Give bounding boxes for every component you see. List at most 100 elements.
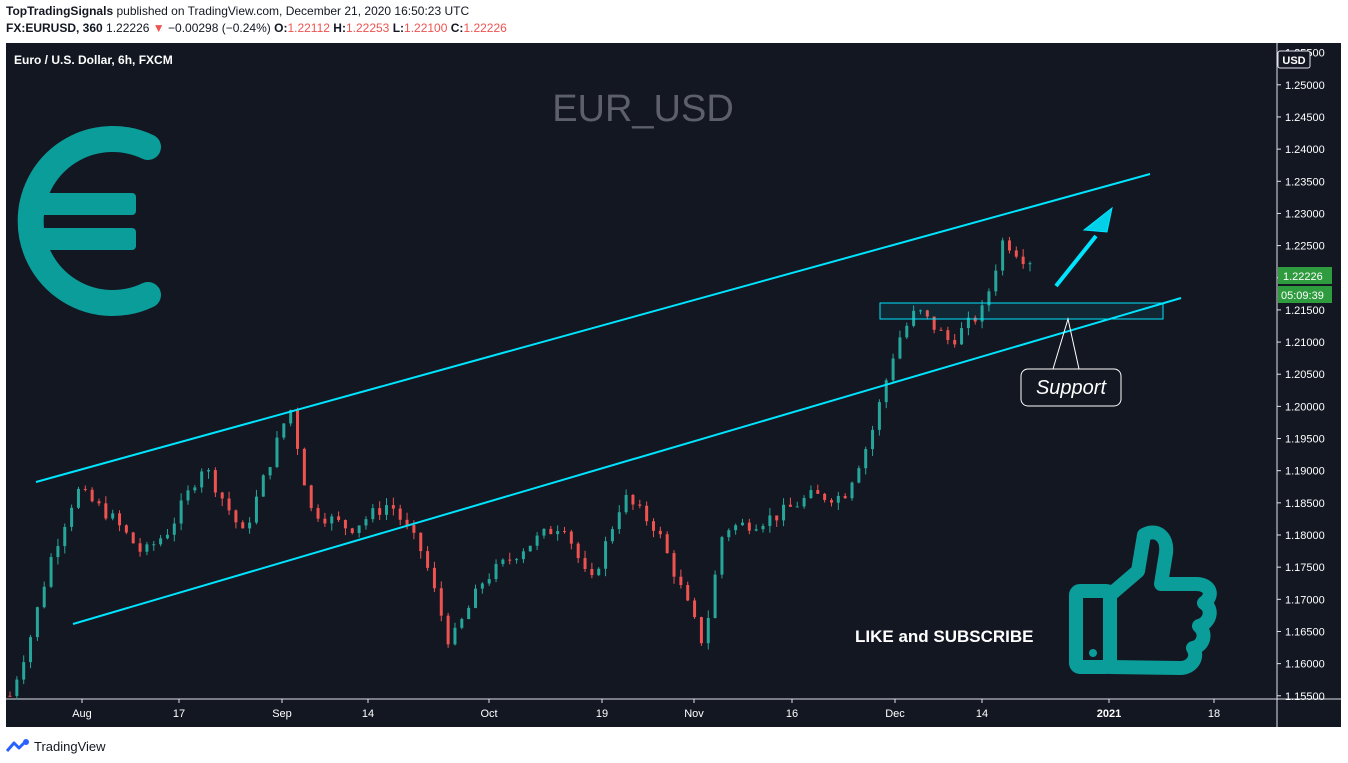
support-label: Support [1036,377,1107,399]
candle-body [686,585,690,601]
candle-body [816,490,820,494]
candle-body [172,523,176,535]
candle-body [734,525,738,531]
candle-body [289,409,293,424]
time-tick-label: Aug [72,708,92,720]
candle-body [234,510,238,523]
open-label: O: [274,21,288,35]
price-tick-label: 1.19000 [1285,466,1325,478]
candle-body [980,305,984,322]
candle-body [1021,256,1025,265]
candle-body [706,618,710,644]
close-value: 1.22226 [463,21,507,35]
time-tick-label: Nov [684,708,704,720]
support-callout-pointer [1052,317,1080,370]
candle-body [871,429,875,450]
candle-body [1028,263,1032,265]
candle-body [22,662,26,680]
candle-body [665,534,669,554]
channel-upper-line[interactable] [35,173,1151,483]
candle-body [254,496,258,523]
price-tick-label: 1.22500 [1285,241,1325,253]
support-callout-box[interactable] [1020,368,1122,407]
candle-body [460,619,464,628]
candle-body [42,586,46,608]
candle-body [487,579,491,584]
candle-body [165,534,169,539]
candle-body [973,317,977,322]
candle-body [645,505,649,522]
candle-body [761,525,765,530]
candle-body [638,504,642,506]
channel-lower-line[interactable] [72,297,1182,625]
last-value: 1.22226 [106,21,150,35]
countdown-tag [1278,286,1332,303]
candle-body [754,529,758,531]
candle-body [925,310,929,317]
candle-body [747,522,751,531]
candle-body [823,493,827,501]
candle-body [651,521,655,531]
up-arrow-icon[interactable] [1054,206,1113,288]
candle-body [124,525,128,533]
candle-body [583,558,587,569]
candle-body [713,574,717,619]
candle-body [364,519,368,526]
tradingview-footer[interactable]: TradingView [6,737,106,755]
candle-body [248,522,252,529]
currency-badge[interactable] [1277,50,1311,69]
candle-body [282,423,286,438]
candle-body [453,627,457,645]
publisher-name[interactable]: TopTradingSignals [6,4,114,18]
support-zone[interactable] [879,302,1164,320]
cta-text: LIKE and SUBSCRIBE [855,627,1034,646]
price-tick-label: 1.15500 [1285,691,1325,703]
candle-body [610,529,614,542]
time-tick-label: Oct [480,708,497,720]
price-tick-label: 1.18500 [1285,498,1325,510]
time-axis[interactable]: Aug 17 Sep 14 Oct 19 Nov 16 Dec 14 2021 18 [72,699,1220,720]
price-axis[interactable]: 1.255001.250001.245001.240001.235001.230… [1277,48,1325,703]
price-tick-label: 1.18000 [1285,530,1325,542]
ohlc-bar: FX:EURUSD, 360 1.22226 ▼ −0.00298 (−0.24… [6,21,507,35]
price-chart[interactable]: 1.255001.250001.245001.240001.235001.230… [6,43,1341,727]
candle-body [302,448,306,486]
time-tick-label: 18 [1208,708,1220,720]
candle-body [1001,240,1005,271]
candle-body [378,508,382,515]
price-tick-label: 1.23000 [1285,208,1325,220]
candle-body [768,515,772,526]
candle-body [494,564,498,580]
candle-body [850,482,854,499]
chart-panel[interactable]: 1.255001.250001.245001.240001.235001.230… [6,43,1341,727]
candle-body [693,600,697,618]
down-arrow-icon: ▼ [152,21,165,35]
candle-body [795,506,799,508]
high-label: H: [333,21,346,35]
published-text: published on TradingView.com, December 2… [116,4,470,18]
candle-body [960,328,964,345]
candle-body [371,508,375,520]
candle-body [138,543,142,552]
candle-body [398,508,402,520]
candle-body [631,494,635,505]
candle-body [542,528,546,536]
candle-body [877,402,881,430]
candle-body [699,617,703,644]
time-tick-label: 17 [173,708,185,720]
publish-info: TopTradingSignals published on TradingVi… [6,4,469,18]
instrument-label: Euro / U.S. Dollar, 6h, FXCM [14,53,173,67]
candle-body [994,270,998,292]
candle-body [405,519,409,526]
candle-body [569,531,573,544]
candle-body [193,487,197,491]
candle-body [508,559,512,561]
price-tick-label: 1.21500 [1285,305,1325,317]
candle-body [309,485,313,509]
candle-body [932,316,936,330]
candle-body [70,507,74,527]
candle-body [679,576,683,586]
candle-body [775,515,779,521]
candle-body [412,525,416,533]
candle-body [357,525,361,534]
